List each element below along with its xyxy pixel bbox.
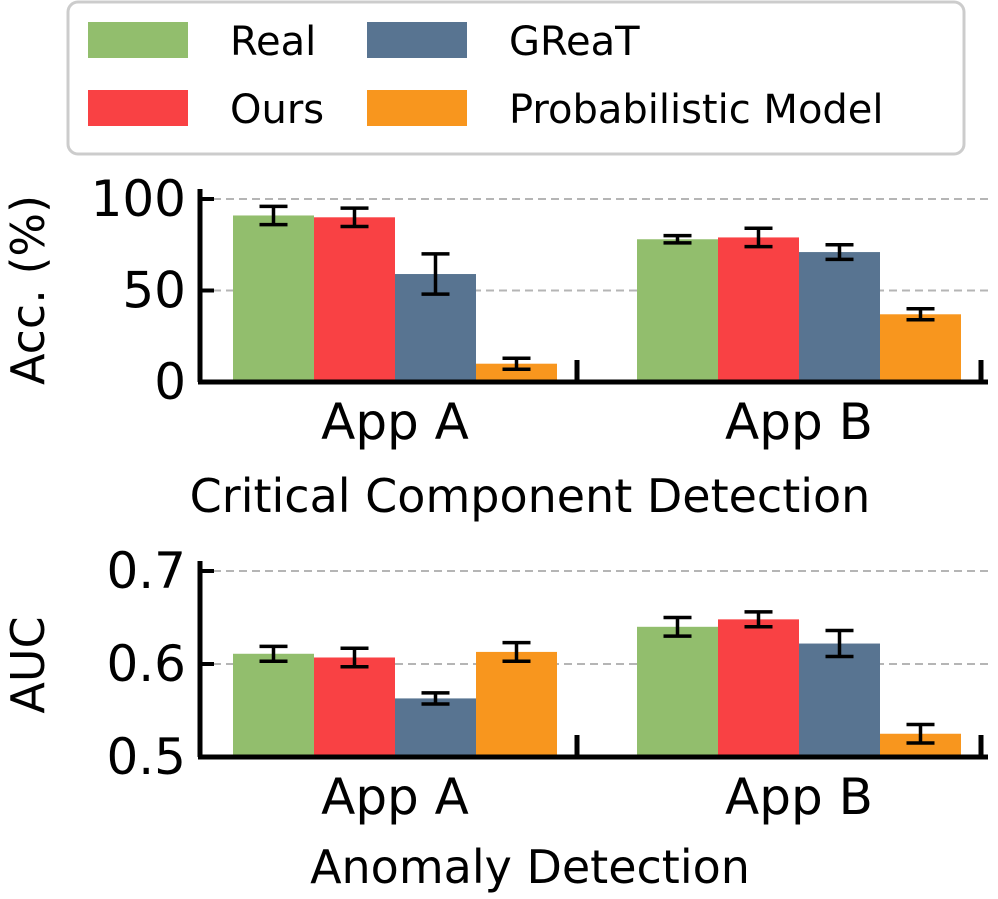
legend-swatch-great (367, 22, 467, 58)
legend-entry-great: GReaT (367, 19, 640, 65)
legend-entry-probabilistic-model: Probabilistic Model (367, 87, 884, 133)
error-bar-great-app-b (825, 628, 854, 659)
legend-entry-real: Real (88, 19, 316, 65)
auc-y-axis-label: AUC (1, 616, 55, 713)
bar-great-app-b (799, 252, 880, 382)
accuracy-chart: 0 50 100 App A App B Acc. (%) Critical Comp… (1, 170, 988, 523)
legend-label-probabilistic-model: Probabilistic Model (509, 87, 884, 133)
error-bar-probabilistic-model-app-b (906, 722, 935, 745)
bar-probabilistic-model-app-b (880, 733, 961, 757)
accuracy-error-bars (259, 204, 935, 371)
bar-real-app-b (637, 626, 718, 757)
legend: Real GReaT Ours Probabilistic Model (66, 0, 966, 156)
error-bar-ours-app-b (744, 226, 773, 249)
auc-y-tick-label: 0.7 (106, 542, 186, 600)
bar-great-app-b (799, 643, 880, 757)
accuracy-y-tick-label: 50 (122, 262, 186, 320)
auc-chart: 0.5 0.6 0.7 App A App B AUC Anomaly Detecti… (1, 542, 988, 894)
accuracy-x-ticks: App A App B (321, 360, 984, 451)
accuracy-y-ticks: 0 50 100 (91, 170, 214, 411)
error-bar-great-app-a (421, 691, 450, 706)
bar-ours-app-b (718, 619, 799, 757)
accuracy-x-axis-label: Critical Component Detection (190, 469, 871, 523)
error-bar-great-app-b (825, 243, 854, 262)
accuracy-axes (197, 189, 988, 385)
error-bar-ours-app-a (340, 646, 369, 669)
legend-label-real: Real (230, 19, 316, 65)
bar-real-app-b (637, 239, 718, 382)
error-bar-probabilistic-model-app-a (502, 640, 531, 663)
auc-axes (197, 561, 988, 760)
accuracy-y-tick-label: 100 (91, 170, 186, 228)
legend-swatch-ours (88, 90, 188, 126)
legend-frame (66, 0, 966, 156)
auc-bars (233, 619, 961, 757)
error-bar-probabilistic-model-app-a (502, 356, 531, 371)
auc-y-ticks: 0.5 0.6 0.7 (106, 542, 214, 786)
auc-x-tick-label-app-b: App B (725, 768, 873, 826)
error-bar-real-app-b (663, 233, 692, 245)
error-bar-ours-app-b (744, 610, 773, 629)
error-bar-real-app-a (259, 644, 288, 663)
error-bar-ours-app-a (340, 206, 369, 229)
auc-y-tick-label: 0.5 (106, 728, 186, 786)
bar-great-app-a (395, 698, 476, 757)
auc-x-axis-label: Anomaly Detection (310, 840, 750, 894)
bar-ours-app-a (314, 657, 395, 757)
error-bar-real-app-a (259, 204, 288, 227)
bar-probabilistic-model-app-b (880, 314, 961, 382)
bar-real-app-a (233, 215, 314, 382)
auc-x-tick-label-app-a: App A (321, 768, 469, 826)
error-bar-great-app-a (421, 252, 450, 296)
auc-x-ticks: App A App B (321, 735, 984, 826)
error-bar-probabilistic-model-app-b (906, 307, 935, 322)
legend-entry-ours: Ours (88, 87, 324, 133)
accuracy-y-axis-label: Acc. (%) (1, 195, 55, 385)
bar-real-app-a (233, 653, 314, 757)
bar-ours-app-a (314, 217, 395, 382)
error-bar-real-app-b (663, 615, 692, 638)
legend-swatch-real (88, 22, 188, 58)
bar-probabilistic-model-app-a (476, 363, 557, 382)
auc-y-tick-label: 0.6 (106, 635, 186, 693)
bar-ours-app-b (718, 237, 799, 382)
legend-swatch-probabilistic-model (367, 90, 467, 126)
accuracy-bars (233, 215, 961, 382)
legend-label-great: GReaT (509, 19, 640, 65)
accuracy-x-tick-label-app-b: App B (725, 393, 873, 451)
accuracy-y-tick-label: 0 (154, 353, 186, 411)
bar-probabilistic-model-app-a (476, 651, 557, 757)
legend-label-ours: Ours (230, 87, 324, 133)
auc-error-bars (259, 610, 935, 745)
accuracy-x-tick-label-app-a: App A (321, 393, 469, 451)
